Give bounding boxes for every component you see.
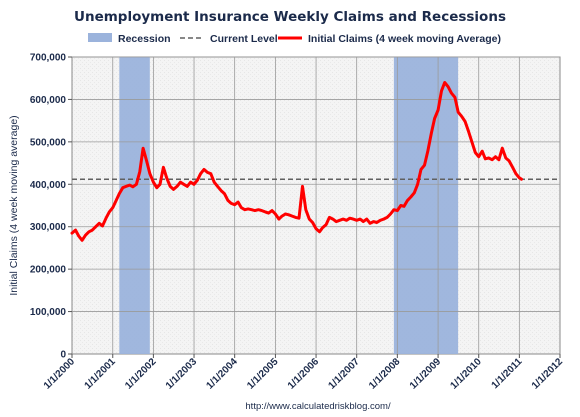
x-tick-label: 1/1/2000 bbox=[42, 356, 78, 392]
x-tick-label: 1/1/2011 bbox=[490, 356, 525, 391]
y-tick-label: 200,000 bbox=[30, 265, 67, 276]
x-tick-label: 1/1/2001 bbox=[83, 356, 119, 392]
series-line-1 bbox=[70, 81, 523, 242]
legend-label: Current Level bbox=[210, 33, 278, 45]
recession-band-1 bbox=[119, 57, 150, 354]
x-axis-ticks: 1/1/2000 1/1/2001 1/1/2002 1/1/2003 1/1/2004… bbox=[42, 354, 566, 392]
x-tick-label: 1/1/2008 bbox=[367, 356, 403, 392]
legend: Recession Current Level Initial Claims (4 … bbox=[88, 33, 501, 45]
series-lines bbox=[70, 81, 523, 242]
x-tick-label: 1/1/2010 bbox=[449, 356, 485, 392]
y-tick-label: 500,000 bbox=[30, 137, 67, 148]
x-tick-label: 1/1/2004 bbox=[204, 356, 240, 392]
source-url: http://www.calculatedriskblog.com/ bbox=[245, 401, 391, 412]
x-tick-label: 1/1/2007 bbox=[327, 356, 363, 392]
y-tick-label: 600,000 bbox=[30, 95, 67, 106]
x-tick-label: 1/1/2002 bbox=[123, 356, 159, 392]
legend-label: Initial Claims (4 week moving Average) bbox=[308, 33, 501, 45]
y-axis-label: Initial Claims (4 week moving average) bbox=[8, 115, 20, 295]
chart-title: Unemployment Insurance Weekly Claims and… bbox=[74, 9, 506, 25]
y-tick-label: 400,000 bbox=[30, 180, 67, 191]
legend-swatch-recession bbox=[88, 33, 112, 42]
y-tick-label: 100,000 bbox=[30, 307, 67, 318]
y-axis-ticks: 0 100,000 200,000 300,000 400,000 500,000 600,… bbox=[30, 53, 72, 361]
legend-label: Recession bbox=[118, 33, 171, 45]
y-tick-label: 700,000 bbox=[30, 53, 67, 64]
x-tick-label: 1/1/2009 bbox=[408, 356, 444, 392]
y-tick-label: 300,000 bbox=[30, 222, 67, 233]
x-tick-label: 1/1/2012 bbox=[530, 356, 566, 392]
x-tick-label: 1/1/2005 bbox=[245, 356, 281, 392]
y-tick-label: 0 bbox=[60, 350, 66, 361]
x-tick-label: 1/1/2006 bbox=[286, 356, 322, 392]
x-tick-label: 1/1/2003 bbox=[164, 356, 200, 392]
